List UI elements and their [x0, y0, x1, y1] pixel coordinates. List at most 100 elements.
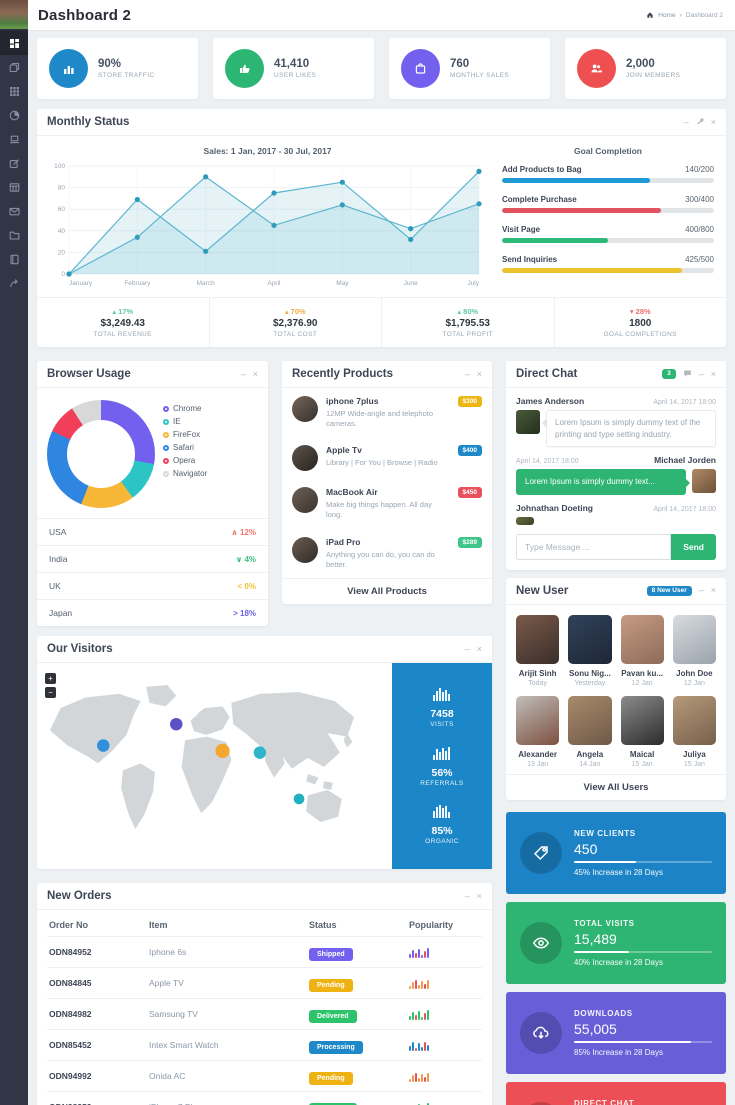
goal-row: Send Inquiries 425/500: [502, 255, 714, 273]
user-card[interactable]: Sonu Nig... Yesterday: [568, 614, 612, 687]
table-row[interactable]: ODN84952 Iphone 6s Shipped: [47, 936, 482, 967]
user-photo: [620, 614, 664, 664]
visits-stat: 7458 VISITS: [430, 687, 454, 728]
user-photo: [516, 695, 560, 745]
sidebar: [0, 0, 28, 1105]
table-row[interactable]: ODN94992 Onida AC Pending: [47, 1060, 482, 1091]
table-row[interactable]: ODN85452 Intex Smart Watch Processing: [47, 1029, 482, 1060]
user-card[interactable]: Arijit Sinh Today: [516, 614, 560, 687]
table-header-row: Order No Item Status Popularity: [49, 920, 454, 930]
sidebar-item-docs[interactable]: [0, 247, 28, 271]
popularity-sparkline: [409, 1102, 484, 1105]
user-card[interactable]: Alexander 13 Jan: [516, 695, 560, 768]
comments-icon[interactable]: [683, 369, 692, 380]
popularity-sparkline: [409, 1040, 484, 1051]
user-card[interactable]: Juliya 15 Jan: [672, 695, 716, 768]
goal-completion-title: Goal Completion: [574, 146, 642, 156]
close-icon[interactable]: ×: [476, 890, 482, 901]
legend-dot: [163, 431, 169, 438]
view-all-products-button[interactable]: View All Products: [282, 577, 492, 604]
chat-timestamp: April 14, 2017 18:00: [653, 505, 716, 513]
view-all-users-button[interactable]: View All Users: [506, 773, 726, 800]
sidebar-item-devices[interactable]: [0, 127, 28, 151]
monthly-summary-row: ▴ 17% $3,249.43 TOTAL REVENUE ▴ 70% $2,3…: [37, 297, 726, 347]
send-button[interactable]: Send: [671, 533, 716, 560]
minimize-icon[interactable]: –: [240, 368, 246, 379]
product-row[interactable]: Apple Tv Library | For You | Browse | Rad…: [282, 437, 492, 479]
close-icon[interactable]: ×: [710, 116, 716, 127]
close-icon[interactable]: ×: [252, 368, 258, 379]
sidebar-item-share[interactable]: [0, 271, 28, 295]
user-card[interactable]: Pavan ku... 12 Jan: [620, 614, 664, 687]
new-user-count-badge: 8 New User: [646, 585, 692, 597]
sidebar-item-mail[interactable]: [0, 199, 28, 223]
sidebar-item-charts[interactable]: [0, 103, 28, 127]
world-map: + −: [37, 663, 392, 869]
total-visits-card: TOTAL VISITS 15,489 40% Increase in 28 D…: [506, 901, 726, 984]
table-row[interactable]: ODN84845 Apple TV Pending: [47, 967, 482, 998]
stat-label: USER LIKES: [274, 72, 317, 79]
breadcrumb-home[interactable]: Home: [658, 11, 676, 19]
laptop-icon: [9, 135, 19, 143]
svg-text:July: July: [467, 280, 479, 287]
sidebar-item-dashboard[interactable]: [0, 31, 28, 55]
minimize-icon[interactable]: –: [464, 890, 470, 901]
sidebar-item-layers[interactable]: [0, 55, 28, 79]
map-zoom-out-button[interactable]: −: [45, 687, 56, 698]
user-card[interactable]: John Doe 12 Jan: [672, 614, 716, 687]
stat-cards-row: 90% STORE TRAFFIC 41,410 USER LIKES 760 …: [37, 38, 726, 99]
dashboard-icon: [9, 38, 19, 48]
stat-card-store-traffic: 90% STORE TRAFFIC: [37, 38, 198, 99]
bar-chart-icon: [433, 687, 450, 701]
chat-avatar: [516, 410, 540, 434]
map-marker-australia: [293, 793, 305, 805]
minimize-icon[interactable]: –: [464, 643, 470, 654]
sidebar-item-forms[interactable]: [0, 151, 28, 175]
browser-usage-panel: Browser Usage – × Chrome IE FireFox Safar…: [37, 361, 268, 626]
map-zoom-in-button[interactable]: +: [45, 673, 56, 684]
stat-label: STORE TRAFFIC: [98, 72, 155, 79]
organic-stat: 85% ORGANIC: [425, 804, 459, 845]
stat-value: 41,410: [274, 58, 310, 70]
close-icon[interactable]: ×: [476, 368, 482, 379]
map-marker-middle-east: [215, 743, 230, 758]
table-row[interactable]: ODN84982 Samsung TV Delivered: [47, 998, 482, 1029]
panel-title: Monthly Status: [47, 116, 130, 128]
donut-legend: Chrome IE FireFox Safari Opera Navigator: [163, 400, 207, 478]
sidebar-item-folders[interactable]: [0, 223, 28, 247]
mail-icon: [8, 207, 20, 215]
chat-message-input[interactable]: [516, 533, 672, 560]
product-row[interactable]: iPad Pro Anything you can do, you can do …: [282, 529, 492, 578]
svg-text:May: May: [336, 280, 349, 287]
product-row[interactable]: MacBook Air Make big things happen. All d…: [282, 479, 492, 528]
close-icon[interactable]: ×: [710, 368, 716, 379]
chat-sender-name: James Anderson: [516, 396, 585, 406]
stat-label: MONTHLY SALES: [450, 72, 510, 79]
user-card[interactable]: Maical 15 Jan: [620, 695, 664, 768]
user-card[interactable]: Angela 14 Jan: [568, 695, 612, 768]
minimize-icon[interactable]: –: [698, 368, 704, 379]
table-row[interactable]: ODN98952iPhone 7 Plus Delivered: [47, 1091, 482, 1105]
user-avatar[interactable]: [0, 0, 28, 31]
minimize-icon[interactable]: –: [698, 585, 704, 596]
thumbs-up-icon: [225, 49, 264, 88]
svg-text:20: 20: [58, 249, 66, 256]
top-header: Dashboard 2 Home › Dashboard 2: [28, 0, 735, 30]
sidebar-item-tables[interactable]: [0, 175, 28, 199]
svg-text:February: February: [124, 280, 151, 287]
user-photo: [672, 695, 716, 745]
minimize-icon[interactable]: –: [464, 368, 470, 379]
panel-title: New Orders: [47, 890, 112, 902]
legend-dot: [163, 470, 169, 477]
user-photo: [516, 614, 560, 664]
minimize-icon[interactable]: –: [683, 116, 689, 127]
stat-card-monthly-sales: 760 MONTHLY SALES: [389, 38, 550, 99]
settings-wrench-icon[interactable]: [696, 117, 704, 127]
product-row[interactable]: iphone 7plus 12MP Wide-angle and telephot…: [282, 388, 492, 437]
product-avatar: [292, 487, 318, 514]
sidebar-item-widgets[interactable]: [0, 79, 28, 103]
country-row: UK < 0%: [37, 572, 268, 599]
close-icon[interactable]: ×: [476, 643, 482, 654]
goal-row: Complete Purchase 300/400: [502, 195, 714, 213]
close-icon[interactable]: ×: [710, 585, 716, 596]
